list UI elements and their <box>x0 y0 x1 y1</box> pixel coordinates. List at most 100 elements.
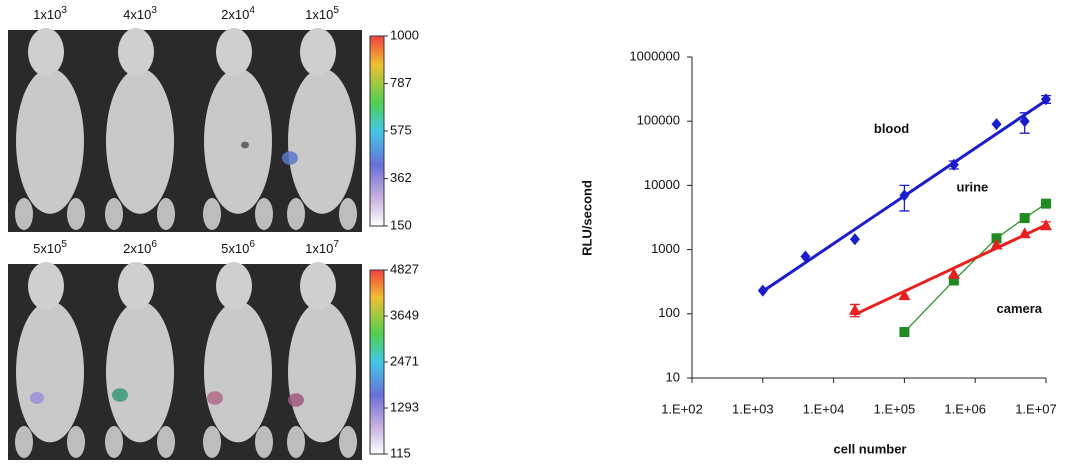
marker <box>899 327 910 338</box>
column-label: 1x105 <box>305 5 339 23</box>
label-exponent: 3 <box>151 5 157 16</box>
mouse-body <box>106 301 174 443</box>
marker <box>1041 198 1051 209</box>
colorbar-tick-label: 150 <box>390 217 412 232</box>
label-exponent: 3 <box>61 5 67 16</box>
marker <box>991 118 1002 131</box>
marker <box>1019 115 1030 128</box>
mouse-leg <box>15 198 33 230</box>
mouse-leg <box>203 426 221 458</box>
signal-spot <box>207 391 223 405</box>
y-tick-label: 100 <box>658 305 680 320</box>
mouse-leg <box>339 426 357 458</box>
label-exponent: 7 <box>333 239 339 250</box>
label-base: 5x10 <box>33 241 61 256</box>
colorbar-tick-label: 3649 <box>390 307 419 322</box>
mouse-body <box>288 301 356 443</box>
mouse-leg <box>105 198 123 230</box>
y-tick-label: 10 <box>666 369 680 384</box>
mouse-head <box>28 262 64 310</box>
label-exponent: 4 <box>249 5 255 16</box>
y-tick-label: 10000 <box>644 177 680 192</box>
mouse-body <box>204 301 272 443</box>
x-tick-label: 1.E+07 <box>1015 401 1057 416</box>
marker <box>991 233 1002 244</box>
marker <box>948 158 959 171</box>
marker <box>1041 93 1051 106</box>
mouse-body <box>204 68 272 214</box>
mouse-leg <box>339 198 357 230</box>
marker <box>849 233 860 246</box>
marker <box>757 284 768 297</box>
column-label: 1x107 <box>305 239 339 257</box>
mouse-head <box>216 262 252 310</box>
column-label: 5x105 <box>33 239 67 257</box>
column-label: 5x106 <box>221 239 255 257</box>
marker <box>899 189 910 202</box>
colorbar-tick-label: 115 <box>390 445 411 460</box>
mouse-leg <box>287 198 305 230</box>
marker <box>990 238 1003 250</box>
mouse-head <box>118 262 154 310</box>
column-label: 2x106 <box>123 239 157 257</box>
x-tick-label: 1.E+02 <box>661 401 703 416</box>
x-tick-label: 1.E+06 <box>944 401 986 416</box>
signal-spot <box>241 141 249 149</box>
label-exponent: 6 <box>151 239 157 250</box>
signal-spot <box>282 151 298 165</box>
mouse-leg <box>157 198 175 230</box>
colorbar-tick-label: 787 <box>390 75 412 90</box>
mouse-leg <box>67 426 85 458</box>
mouse-leg <box>255 426 273 458</box>
mouse-leg <box>203 198 221 230</box>
label-base: 2x10 <box>123 241 151 256</box>
y-axis-label: RLU/second <box>579 180 594 256</box>
label-exponent: 6 <box>249 239 255 250</box>
x-tick-label: 1.E+04 <box>803 401 845 416</box>
mouse-leg <box>15 426 33 458</box>
mouse-head <box>118 28 154 76</box>
mouse-head <box>300 262 336 310</box>
marker <box>1018 227 1031 239</box>
colorbar-tick-label: 575 <box>390 122 412 137</box>
y-tick-label: 1000000 <box>629 48 680 63</box>
mouse-body <box>16 68 84 214</box>
colorbar-tick-label: 4827 <box>390 261 419 276</box>
marker <box>800 250 811 263</box>
column-label: 1x103 <box>33 5 67 23</box>
colorbar-tick-label: 1293 <box>390 399 419 414</box>
colorbar-tick-label: 1000 <box>390 27 419 42</box>
mouse-leg <box>287 426 305 458</box>
x-tick-label: 1.E+03 <box>732 401 774 416</box>
label-base: 1x10 <box>33 7 61 22</box>
mouse-body <box>288 68 356 214</box>
label-exponent: 5 <box>61 239 67 250</box>
column-label: 4x103 <box>123 5 157 23</box>
label-base: 4x10 <box>123 7 151 22</box>
trend-line <box>854 223 1047 316</box>
x-tick-label: 1.E+05 <box>874 401 916 416</box>
colorbar <box>369 269 385 455</box>
label-base: 1x10 <box>305 241 333 256</box>
series-label: urine <box>957 180 989 195</box>
mouse-head <box>300 28 336 76</box>
label-base: 1x10 <box>305 7 333 22</box>
marker <box>1040 219 1052 231</box>
label-exponent: 5 <box>333 5 339 16</box>
marker <box>1019 213 1030 224</box>
series-label: camera <box>997 301 1043 316</box>
mouse-leg <box>157 426 175 458</box>
label-base: 2x10 <box>221 7 249 22</box>
mouse-leg <box>67 198 85 230</box>
colorbar-tick-label: 2471 <box>390 353 419 368</box>
mouse-leg <box>255 198 273 230</box>
mouse-head <box>28 28 64 76</box>
colorbar-tick-label: 362 <box>390 170 412 185</box>
y-tick-label: 100000 <box>637 113 680 128</box>
marker <box>948 275 959 286</box>
marker <box>848 303 861 315</box>
series-label: blood <box>874 121 909 136</box>
marker <box>898 289 911 301</box>
